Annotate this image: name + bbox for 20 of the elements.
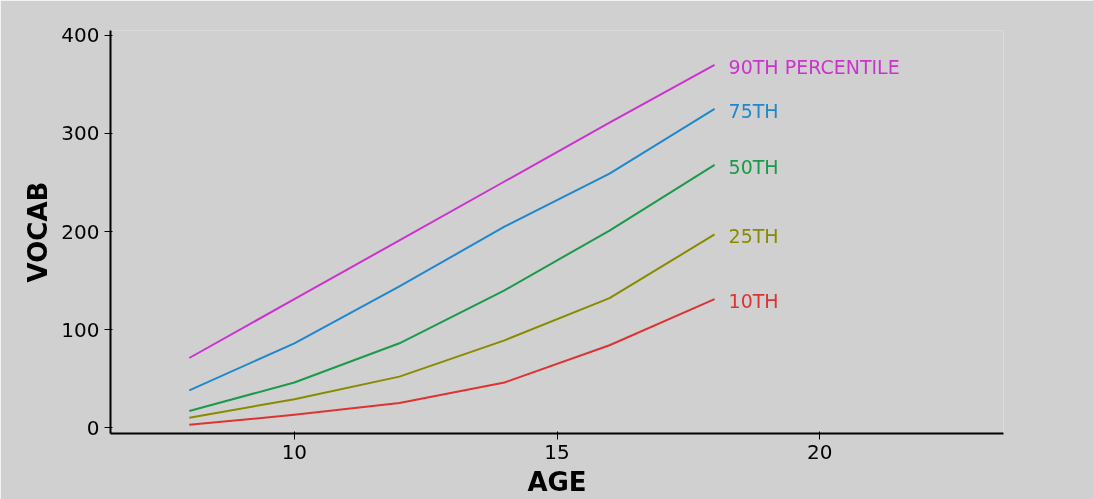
line-series xyxy=(188,298,716,426)
y-tick-label: 300 xyxy=(61,121,100,146)
y-tick-label: 100 xyxy=(61,317,100,342)
x-tick-label: 10 xyxy=(281,439,308,464)
y-tick-label: 200 xyxy=(61,219,100,244)
line-series xyxy=(188,63,716,359)
line-series xyxy=(188,107,716,392)
x-tick-label: 20 xyxy=(806,439,833,464)
series-label: 50TH xyxy=(728,155,779,178)
line-series xyxy=(188,163,716,412)
series-label: 10TH xyxy=(728,290,779,313)
line-series xyxy=(188,233,716,419)
y-tick-label: 0 xyxy=(86,415,100,440)
y-axis-title: VOCAB xyxy=(23,181,54,283)
x-tick-label: 15 xyxy=(544,439,570,464)
series-label: 25TH xyxy=(728,225,779,248)
x-axis-title: AGE xyxy=(527,466,587,497)
y-tick-label: 400 xyxy=(61,23,100,48)
series-label: 75TH xyxy=(728,99,779,122)
series-label: 90TH PERCENTILE xyxy=(728,55,900,78)
